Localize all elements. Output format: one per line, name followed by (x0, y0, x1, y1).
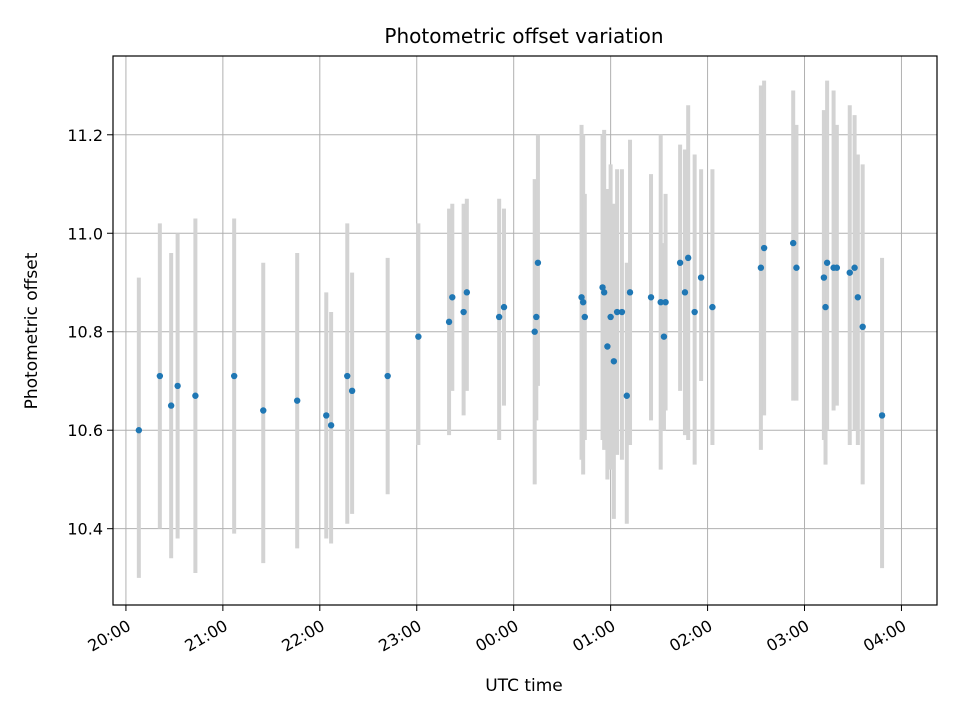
data-point (854, 294, 862, 301)
x-tick-label: 02:00 (666, 616, 715, 656)
data-point (618, 308, 626, 316)
grid (113, 56, 937, 605)
data-point (660, 333, 668, 340)
data-point (500, 303, 508, 311)
data-point (449, 294, 456, 301)
data-point (846, 269, 853, 276)
data-point (156, 372, 164, 380)
data-point (323, 412, 330, 419)
data-point (415, 333, 422, 340)
x-tick-label: 22:00 (278, 616, 327, 656)
data-point (613, 308, 621, 316)
data-point (657, 298, 664, 306)
data-point (822, 303, 829, 311)
data-point (681, 289, 689, 296)
x-axis-label: UTC time (485, 676, 563, 696)
x-axis-ticks: 20:00 21:00 22:00 23:00 00:00 01:00 02:00 03:00… (84, 605, 909, 656)
x-tick-label: 23:00 (375, 616, 424, 656)
data-point (691, 308, 698, 316)
data-point (174, 382, 181, 390)
data-point (445, 318, 453, 326)
data-point (135, 427, 143, 434)
data-point (192, 392, 199, 399)
data-point (709, 303, 716, 311)
data-point (851, 264, 858, 271)
data-point (600, 289, 608, 296)
data-point (607, 313, 614, 321)
data-point (495, 313, 503, 321)
data-point (230, 372, 238, 380)
data-point (790, 239, 797, 247)
data-point (793, 264, 800, 271)
data-point (833, 264, 841, 271)
x-tick-label: 20:00 (84, 616, 133, 656)
data-point (293, 397, 301, 404)
y-tick-label: 10.4 (67, 520, 103, 539)
data-point (578, 294, 585, 301)
data-point (463, 289, 471, 296)
data-point (662, 298, 669, 306)
data-point (260, 407, 267, 414)
data-point (604, 343, 611, 350)
data-point (167, 402, 175, 409)
data-point (676, 259, 684, 266)
data-point (599, 284, 606, 291)
data-point (579, 298, 587, 306)
data-point (626, 289, 634, 296)
x-tick-label: 04:00 (860, 616, 909, 656)
y-tick-label: 10.6 (67, 421, 103, 440)
data-point (344, 372, 351, 380)
data-point (859, 323, 866, 331)
plot-frame (112, 55, 938, 606)
data-point (757, 264, 765, 271)
x-tick-label: 21:00 (181, 616, 230, 656)
x-tick-label: 00:00 (472, 616, 521, 656)
data-point (697, 274, 705, 281)
data-points (135, 239, 886, 434)
x-tick-label: 01:00 (569, 616, 618, 656)
data-point (820, 274, 828, 281)
data-point (878, 412, 886, 419)
x-tick-label: 03:00 (763, 616, 812, 656)
y-tick-label: 11.2 (67, 126, 103, 145)
chart-title: Photometric offset variation (384, 24, 663, 48)
data-point (531, 328, 538, 335)
y-axis-ticks: 10.4 10.6 10.8 11.0 11.2 (67, 126, 113, 539)
data-point (384, 372, 391, 380)
y-axis-label: Photometric offset (22, 252, 42, 409)
error-bars (136, 80, 885, 578)
data-point (581, 313, 588, 321)
data-point (760, 244, 768, 252)
data-point (684, 254, 692, 262)
y-tick-label: 11.0 (67, 224, 103, 243)
data-point (647, 294, 655, 301)
data-point (460, 308, 467, 316)
data-point (610, 358, 618, 365)
data-point (823, 259, 831, 266)
y-tick-label: 10.8 (67, 323, 103, 342)
data-point (533, 313, 540, 321)
data-point (623, 392, 630, 399)
data-point (534, 259, 542, 266)
data-point (327, 422, 335, 429)
data-point (348, 387, 356, 395)
